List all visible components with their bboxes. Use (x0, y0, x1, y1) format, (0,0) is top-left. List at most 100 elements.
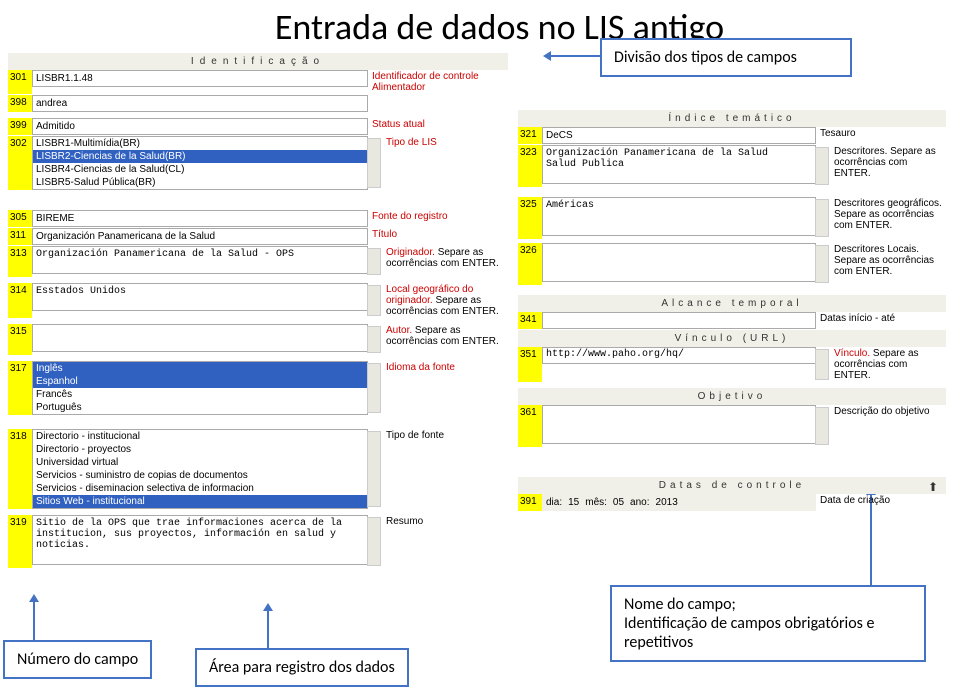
list-item[interactable]: Espanhol (33, 375, 367, 388)
field-326-row: 326 Descritores Locais. Separe as ocorrê… (518, 243, 946, 285)
field-num-351: 351 (518, 347, 542, 382)
scrollbar[interactable] (368, 324, 382, 355)
field-311-label: Título (368, 228, 508, 245)
section-identificacao: Identificação (8, 53, 508, 70)
list-item[interactable]: Francês (33, 388, 367, 401)
field-323-textarea[interactable]: Organización Panamericana de la Salud Sa… (542, 145, 816, 184)
field-315-row: 315 Autor. Separe as ocorrências com ENT… (8, 324, 508, 355)
field-398-label (368, 95, 508, 112)
scrollbar[interactable] (816, 197, 830, 239)
right-column: Índice temático 321 Tesauro 323 Organiza… (518, 110, 946, 512)
list-item[interactable]: Sitios Web - institucional (33, 495, 367, 508)
field-num-399: 399 (8, 118, 32, 135)
field-305-input[interactable] (32, 210, 368, 227)
field-315-textarea[interactable] (32, 324, 368, 352)
field-302-listbox[interactable]: LISBR1-Multimídia(BR) LISBR2-Ciencias de… (32, 136, 368, 190)
return-icon[interactable]: ⬆ (928, 479, 942, 496)
section-datas-label: Datas de controle (659, 480, 805, 491)
field-num-313: 313 (8, 246, 32, 277)
list-item[interactable]: LISBR2-Ciencias de la Salud(BR) (33, 150, 367, 163)
section-objetivo: Objetivo (518, 388, 946, 405)
field-351-value[interactable]: http://www.paho.org/hq/ (542, 347, 816, 364)
field-341-row: 341 Datas início - até (518, 312, 946, 329)
scrollbar[interactable] (816, 243, 830, 285)
field-321-label: Tesauro (816, 127, 946, 144)
field-313-textarea[interactable]: Organización Panamericana de la Salud - … (32, 246, 368, 274)
list-item[interactable]: Directorio - proyectos (33, 443, 367, 456)
scrollbar[interactable] (368, 136, 382, 190)
callout-nome-l1: Nome do campo; (624, 595, 912, 614)
field-391-label: Data de criação (816, 494, 946, 511)
field-313-row: 313 Organización Panamericana de la Salu… (8, 246, 508, 277)
scrollbar[interactable] (368, 246, 382, 277)
field-319-label: Resumo (382, 515, 508, 568)
scrollbar[interactable] (368, 429, 382, 509)
field-num-326: 326 (518, 243, 542, 285)
field-361-textarea[interactable] (542, 405, 816, 444)
left-column: Identificação 301 Identificador de contr… (8, 53, 508, 569)
field-num-398: 398 (8, 95, 32, 112)
field-399-row: 399 Status atual (8, 118, 508, 135)
field-num-391: 391 (518, 494, 542, 511)
field-399-input[interactable] (32, 118, 368, 135)
list-item[interactable]: LISBR1-Multimídia(BR) (33, 137, 367, 150)
list-item[interactable]: Português (33, 401, 367, 414)
section-vinculo: Vínculo (URL) (518, 330, 946, 347)
mes-label: mês: (585, 497, 607, 508)
field-321-input[interactable] (542, 127, 816, 144)
field-341-input[interactable] (542, 312, 816, 329)
field-num-302: 302 (8, 136, 32, 190)
field-301-input[interactable] (32, 70, 368, 87)
scrollbar[interactable] (368, 361, 382, 415)
field-319-textarea[interactable]: Sitio de la OPS que trae informaciones a… (32, 515, 368, 565)
field-num-323: 323 (518, 145, 542, 187)
field-323-row: 323 Organización Panamericana de la Salu… (518, 145, 946, 187)
field-num-341: 341 (518, 312, 542, 329)
field-num-321: 321 (518, 127, 542, 144)
field-325-row: 325 Américas Descritores geográficos. Se… (518, 197, 946, 239)
callout-nome-l2: Identificação de campos obrigatórios e r… (624, 614, 912, 652)
field-325-textarea[interactable]: Américas (542, 197, 816, 236)
field-321-row: 321 Tesauro (518, 127, 946, 144)
scrollbar[interactable] (816, 405, 830, 447)
field-325-label: Descritores geográficos. Separe as ocorr… (830, 197, 946, 239)
scrollbar[interactable] (816, 347, 830, 382)
field-317-row: 317 Inglês Espanhol Francês Português Id… (8, 361, 508, 415)
field-num-361: 361 (518, 405, 542, 447)
field-314-textarea[interactable]: Esstados Unidos (32, 283, 368, 311)
callout-nome: Nome do campo; Identificação de campos o… (610, 585, 926, 662)
field-318-listbox[interactable]: Directorio - institucional Directorio - … (32, 429, 368, 509)
field-311-row: 311 Título (8, 228, 508, 245)
field-341-label: Datas início - até (816, 312, 946, 329)
scrollbar[interactable] (368, 283, 382, 318)
field-317-listbox[interactable]: Inglês Espanhol Francês Português (32, 361, 368, 415)
field-num-315: 315 (8, 324, 32, 355)
field-351-row: 351 http://www.paho.org/hq/ Vínculo. Sep… (518, 347, 946, 382)
mes-value: 05 (613, 497, 624, 508)
list-item[interactable]: Directorio - institucional (33, 430, 367, 443)
list-item[interactable]: Universidad virtual (33, 456, 367, 469)
list-item[interactable]: Inglês (33, 362, 367, 375)
field-326-label: Descritores Locais. Separe as ocorrência… (830, 243, 946, 285)
field-num-305: 305 (8, 210, 32, 227)
callout-numero: Número do campo (3, 640, 152, 679)
dia-label: dia: (546, 497, 562, 508)
field-num-319: 319 (8, 515, 32, 568)
field-301-label: Identificador de controle Alimentador (368, 70, 508, 94)
field-351-label: Vínculo. Separe as ocorrências com ENTER… (830, 347, 946, 382)
ano-label: ano: (630, 497, 649, 508)
field-398-input[interactable] (32, 95, 368, 112)
list-item[interactable]: LISBR5-Salud Pública(BR) (33, 176, 367, 189)
field-326-textarea[interactable] (542, 243, 816, 282)
field-318-row: 318 Directorio - institucional Directori… (8, 429, 508, 509)
scrollbar[interactable] (368, 515, 382, 568)
list-item[interactable]: LISBR4-Ciencias de la Salud(CL) (33, 163, 367, 176)
field-302-row: 302 LISBR1-Multimídia(BR) LISBR2-Ciencia… (8, 136, 508, 190)
field-311-input[interactable] (32, 228, 368, 245)
list-item[interactable]: Servicios - diseminacion selectiva de in… (33, 482, 367, 495)
section-alcance: Alcance temporal (518, 295, 946, 312)
scrollbar[interactable] (816, 145, 830, 187)
field-361-label: Descrição do objetivo (830, 405, 946, 447)
list-item[interactable]: Servicios - suministro de copias de docu… (33, 469, 367, 482)
field-num-325: 325 (518, 197, 542, 239)
